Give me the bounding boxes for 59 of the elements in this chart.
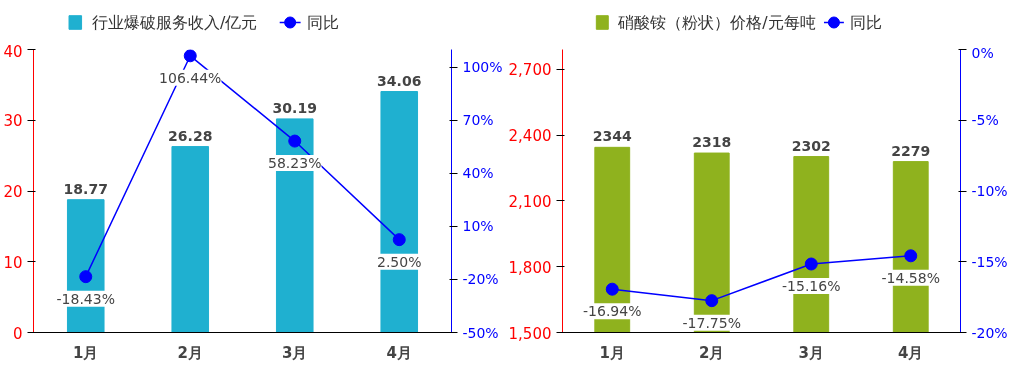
bar — [380, 91, 419, 333]
y2-tick-label: 70% — [462, 112, 494, 129]
data-label: -17.75% — [682, 314, 741, 331]
data-label: 106.44% — [159, 69, 222, 86]
x-tick-label: 4月 — [386, 343, 412, 362]
x-tick-label: 4月 — [898, 343, 924, 362]
data-label: 2318 — [692, 134, 732, 151]
data-label: 2.50% — [377, 253, 422, 270]
y2-tick-label: -20% — [462, 271, 499, 288]
data-label: 2344 — [592, 128, 632, 145]
data-label: -18.43% — [56, 290, 115, 307]
y2-tick-label: 10% — [462, 218, 494, 235]
y-tick-label: 2,400 — [508, 127, 552, 146]
data-label: 2302 — [791, 137, 831, 154]
point — [79, 270, 93, 284]
data-label: 30.19 — [272, 99, 317, 116]
y-tick-label: 2,100 — [508, 192, 552, 211]
y2-tick-label: -50% — [462, 324, 499, 341]
data-label: -14.58% — [881, 269, 940, 286]
data-label: 58.23% — [268, 155, 322, 172]
y-tick-label: 10 — [3, 253, 23, 272]
y2-tick-label: 0% — [971, 44, 994, 61]
data-label: 18.77 — [63, 180, 108, 197]
legend-label: 同比 — [306, 13, 339, 32]
y-tick-label: 0 — [12, 324, 23, 343]
x-tick-label: 1月 — [599, 343, 625, 362]
point — [705, 294, 719, 308]
point — [804, 257, 818, 271]
y2-tick-label: 100% — [462, 59, 503, 76]
y-tick-label: 40 — [3, 42, 23, 61]
y2-tick-label: -10% — [971, 183, 1008, 199]
point — [183, 49, 197, 63]
data-label: 34.06 — [377, 72, 422, 89]
bar — [171, 146, 210, 333]
data-label: 2279 — [891, 142, 931, 159]
y2-tick-label: 40% — [462, 165, 494, 182]
point — [904, 249, 918, 263]
y-tick-label: 30 — [3, 112, 23, 131]
data-label: 26.28 — [168, 127, 213, 144]
legend-label: 同比 — [849, 13, 882, 32]
point — [392, 233, 406, 247]
y-tick-label: 1,500 — [508, 324, 552, 343]
data-label: -15.16% — [782, 278, 841, 295]
point — [288, 134, 302, 148]
y2-tick-label: -20% — [971, 324, 1008, 341]
legend-label: 硝酸铵（粉状）价格/元每吨 — [617, 13, 816, 32]
data-label: -16.94% — [583, 303, 642, 320]
x-tick-label: 2月 — [699, 343, 725, 362]
y-tick-label: 1,800 — [508, 258, 552, 277]
x-tick-label: 3月 — [798, 343, 824, 362]
x-tick-label: 3月 — [282, 343, 308, 362]
point — [605, 282, 619, 296]
x-tick-label: 2月 — [177, 343, 203, 362]
y2-tick-label: -15% — [971, 253, 1008, 270]
y-tick-label: 2,700 — [508, 61, 552, 80]
legend-label: 行业爆破服务收入/亿元 — [92, 13, 258, 32]
x-tick-label: 1月 — [73, 343, 99, 362]
y2-tick-label: -5% — [971, 112, 999, 129]
y-tick-label: 20 — [3, 183, 23, 201]
